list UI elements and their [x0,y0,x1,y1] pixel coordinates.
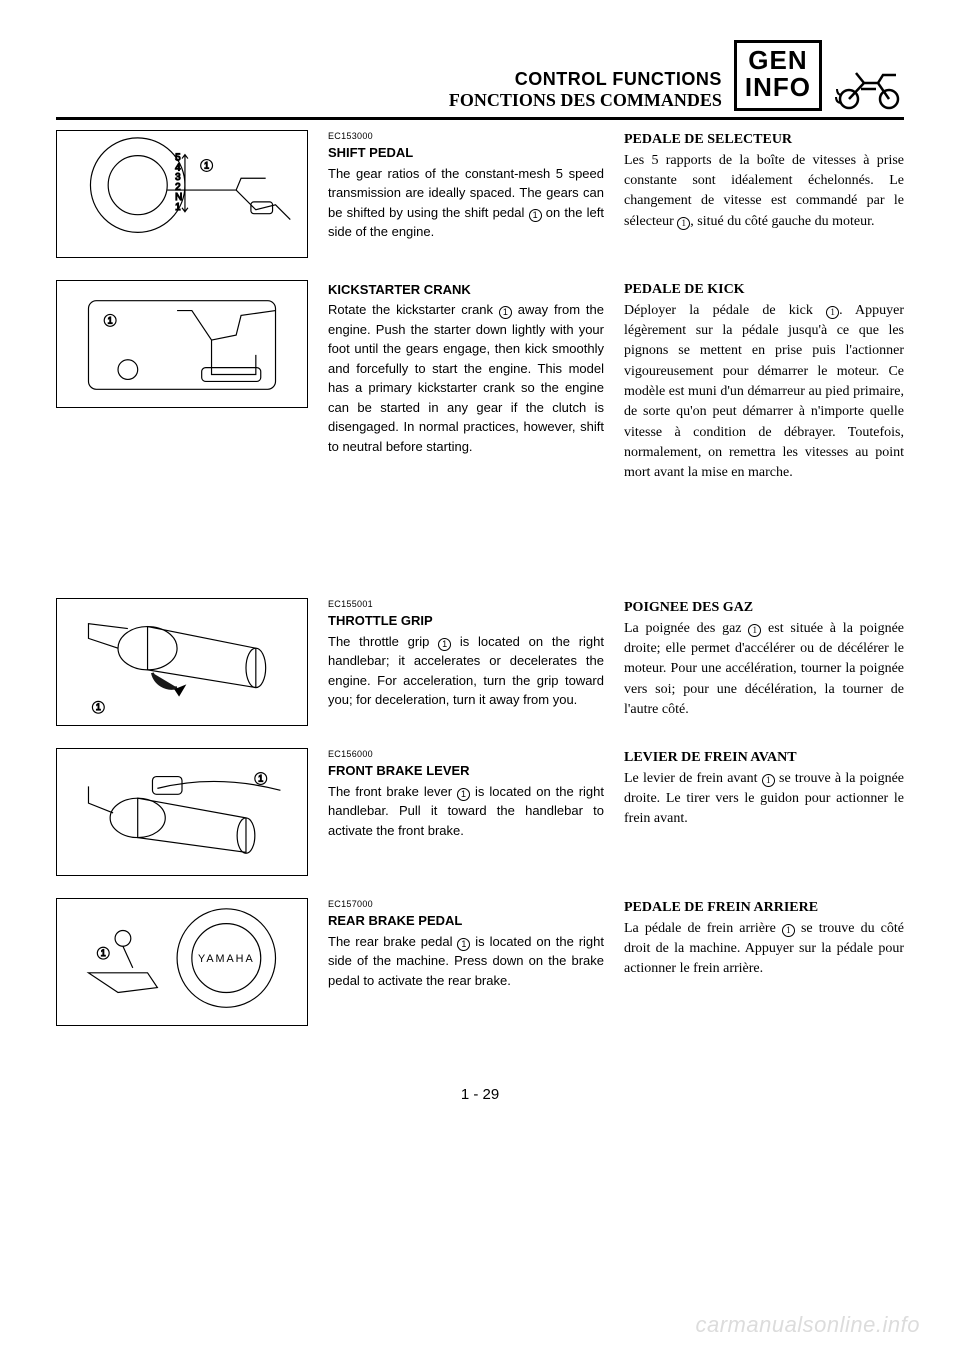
svg-text:YAMAHA: YAMAHA [198,953,255,965]
section-title-en: SHIFT PEDAL [328,143,604,163]
svg-text:1: 1 [258,773,263,783]
section-title-fr: PEDALE DE SELECTEUR [624,130,904,150]
section-code: EC156000 [328,748,604,762]
section-shift-pedal-fr: PEDALE DE SELECTEUR Les 5 rapports de la… [624,130,904,258]
section-shift-pedal-en: EC153000 SHIFT PEDAL The gear ratios of … [328,130,604,258]
content-grid: 1 5 4 3 2 N 1 EC153000 SHIFT PEDAL The g… [56,130,904,1026]
section-title-fr: POIGNEE DES GAZ [624,598,904,618]
section-kickstarter-en: KICKSTARTER CRANK Rotate the kickstarter… [328,280,604,484]
header-title-fr: FONCTIONS DES COMMANDES [449,90,722,111]
section-body-en: The throttle grip 1 is located on the ri… [328,632,604,710]
svg-text:1: 1 [101,948,106,958]
section-throttle-fr: POIGNEE DES GAZ La poignée des gaz 1 est… [624,598,904,726]
section-body-fr: La poignée des gaz 1 est située à la poi… [624,619,904,720]
spacer [56,506,904,576]
figure-kickstarter: 1 [56,280,308,408]
chapter-tab: GEN INFO [734,40,822,111]
section-title-fr: LEVIER DE FREIN AVANT [624,748,904,768]
section-body-fr: Le levier de frein avant 1 se trouve à l… [624,769,904,830]
tab-gen: GEN [745,47,811,74]
figure-rear-brake: YAMAHA 1 [56,898,308,1026]
figure-shift-pedal: 1 5 4 3 2 N 1 [56,130,308,258]
section-body-en: The rear brake pedal 1 is located on the… [328,932,604,991]
figure-throttle-grip: 1 [56,598,308,726]
section-front-brake-en: EC156000 FRONT BRAKE LEVER The front bra… [328,748,604,876]
section-kickstarter-fr: PEDALE DE KICK Déployer la pédale de kic… [624,280,904,484]
section-body-en: The gear ratios of the constant-mesh 5 s… [328,164,604,242]
section-title-en: THROTTLE GRIP [328,611,604,631]
section-body-en: The front brake lever 1 is located on th… [328,782,604,841]
section-body-fr: Déployer la pédale de kick 1. Appuyer lé… [624,301,904,484]
figure-front-brake: 1 [56,748,308,876]
section-front-brake-fr: LEVIER DE FREIN AVANT Le levier de frein… [624,748,904,876]
page-number: 1 - 29 [56,1086,904,1103]
section-throttle-en: EC155001 THROTTLE GRIP The throttle grip… [328,598,604,726]
section-body-en: Rotate the kickstarter crank 1 away from… [328,300,604,456]
section-title-fr: PEDALE DE FREIN ARRIERE [624,898,904,918]
section-body-fr: Les 5 rapports de la boîte de vitesses à… [624,151,904,232]
section-rear-brake-en: EC157000 REAR BRAKE PEDAL The rear brake… [328,898,604,1026]
svg-text:1: 1 [204,160,209,170]
tab-info: INFO [745,74,811,101]
section-title-en: REAR BRAKE PEDAL [328,911,604,931]
section-rear-brake-fr: PEDALE DE FREIN ARRIERE La pédale de fre… [624,898,904,1026]
section-title-en: KICKSTARTER CRANK [328,280,604,300]
header-title-en: CONTROL FUNCTIONS [449,69,722,90]
page-header: CONTROL FUNCTIONS FONCTIONS DES COMMANDE… [56,40,904,120]
svg-text:1: 1 [96,702,101,712]
watermark: carmanualsonline.info [695,1312,920,1338]
svg-text:1: 1 [108,315,113,325]
section-body-fr: La pédale de frein arrière 1 se trouve d… [624,919,904,980]
section-code: EC153000 [328,130,604,144]
motorcycle-icon [834,65,904,111]
section-title-fr: PEDALE DE KICK [624,280,904,300]
svg-text:1: 1 [175,201,180,212]
section-code: EC157000 [328,898,604,912]
section-title-en: FRONT BRAKE LEVER [328,761,604,781]
section-code: EC155001 [328,598,604,612]
header-titles: CONTROL FUNCTIONS FONCTIONS DES COMMANDE… [449,69,722,111]
